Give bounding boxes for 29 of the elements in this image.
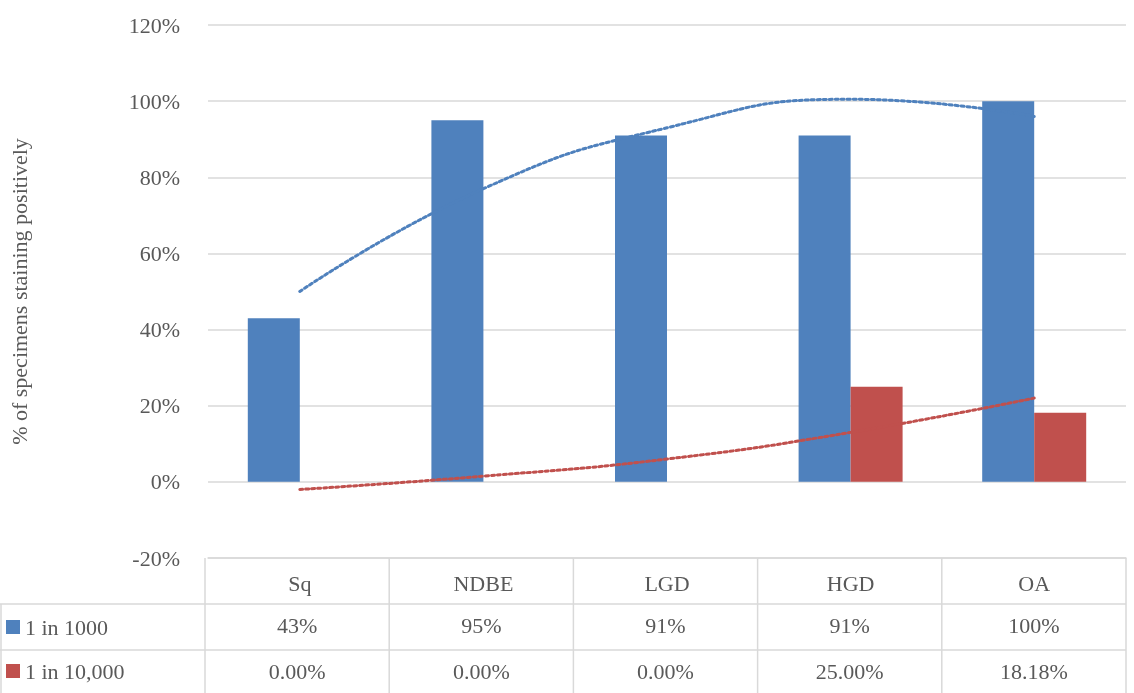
y-axis-title: % of specimens staining positively bbox=[6, 138, 32, 445]
x-tick-label: OA bbox=[1018, 570, 1051, 596]
y-tick-label: 120% bbox=[128, 12, 180, 38]
legend-label: 1 in 10,000 bbox=[25, 658, 125, 684]
data-label: 0.00% bbox=[452, 658, 510, 684]
data-label: 91% bbox=[645, 612, 686, 638]
y-tick-label: -20% bbox=[132, 545, 180, 571]
y-tick-label: 100% bbox=[128, 88, 180, 114]
bar bbox=[798, 135, 851, 482]
data-label: 25.00% bbox=[815, 658, 884, 684]
legend-label: 1 in 1000 bbox=[25, 614, 109, 640]
data-label: 0.00% bbox=[637, 658, 694, 684]
data-label: 95% bbox=[461, 612, 502, 638]
x-tick-label: Sq bbox=[288, 570, 312, 596]
y-tick-label: 20% bbox=[139, 393, 180, 419]
data-label: 0.00% bbox=[268, 658, 326, 684]
data-label: 18.18% bbox=[999, 658, 1068, 684]
data-label: 100% bbox=[1008, 612, 1060, 638]
x-tick-label: HGD bbox=[826, 570, 875, 596]
y-tick-label: 40% bbox=[139, 317, 180, 343]
x-tick-label: LGD bbox=[644, 570, 690, 596]
y-tick-label: 0% bbox=[150, 469, 180, 495]
data-label: 43% bbox=[276, 612, 318, 638]
data-label: 91% bbox=[829, 612, 870, 638]
x-tick-label: NDBE bbox=[453, 570, 514, 596]
bar bbox=[1034, 412, 1087, 482]
y-tick-label: 80% bbox=[139, 164, 180, 190]
bar bbox=[247, 318, 300, 482]
y-tick-label: 60% bbox=[139, 240, 180, 266]
